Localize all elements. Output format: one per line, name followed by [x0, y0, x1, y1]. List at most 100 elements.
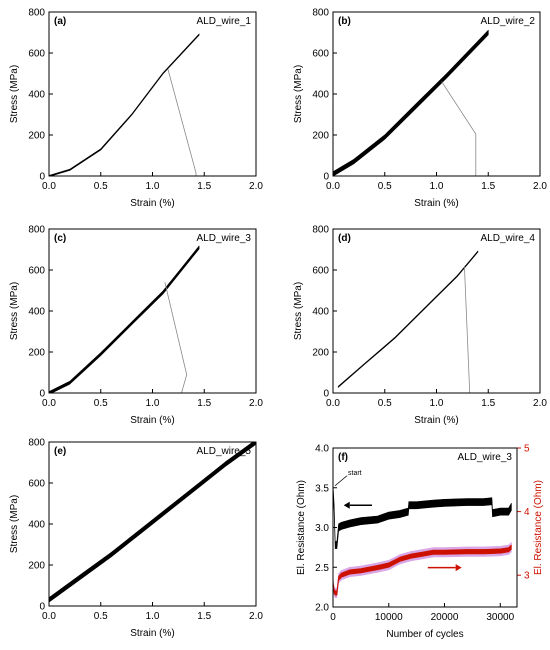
sample-annotation: ALD_wire_3	[458, 452, 513, 463]
y-axis-tick-label: 400	[28, 520, 45, 531]
panel-d: 0.0 0.5 1.0 1.5 2.0 0 200 400 600 800 Strain (%) St…	[293, 225, 547, 427]
x-axis-tick-label: 10000	[375, 612, 403, 623]
right-axis-label: El. Resistance (Ohm)	[533, 480, 544, 575]
x-axis-tick-label: 2.0	[533, 398, 547, 409]
y-axis-label: Stress (MPa)	[293, 65, 304, 123]
panel-letter: (f)	[338, 452, 348, 463]
x-axis-label: Strain (%)	[130, 415, 174, 426]
panel-letter: (e)	[54, 446, 66, 457]
x-axis-tick-label: 2.0	[249, 398, 263, 409]
x-axis-label: Strain (%)	[130, 198, 174, 209]
panel-letter: (d)	[338, 233, 351, 244]
loading-cycles-band	[333, 29, 489, 176]
panel-frame	[48, 11, 257, 177]
panel-letter: (c)	[54, 233, 66, 244]
resistance-halo	[333, 542, 512, 599]
sample-annotation: ALD_wire_1	[197, 16, 252, 27]
failure-line	[464, 265, 471, 393]
sample-annotation: ALD_wire_5	[197, 446, 252, 457]
loading-cycles-band	[337, 250, 479, 388]
right-axis-tick-label: 4	[524, 507, 530, 518]
x-axis-tick-label: 0	[330, 612, 336, 623]
axis-arrowhead-left	[343, 501, 350, 509]
failure-line	[441, 81, 477, 176]
x-axis-label: Number of cycles	[386, 629, 463, 640]
sample-annotation: ALD_wire_2	[481, 16, 536, 27]
loading-cycles-band	[49, 33, 200, 176]
start-pointer	[334, 475, 348, 487]
x-axis-tick-label: 0.5	[94, 398, 108, 409]
plot-area	[337, 250, 479, 393]
panel-a: 0.0 0.5 1.0 1.5 2.0 0 200 400 600 800 Strain (%) St…	[9, 8, 263, 210]
y-axis-tick-label: 2.0	[315, 603, 329, 614]
x-axis-tick-label: 2.0	[249, 611, 263, 622]
panel-letter: (a)	[54, 16, 66, 27]
y-axis-tick-label: 400	[312, 90, 329, 101]
x-axis-tick-label: 1.0	[146, 398, 160, 409]
x-axis-tick-label: 1.5	[197, 398, 211, 409]
failure-line	[164, 282, 188, 393]
x-axis-tick-label: 1.0	[430, 181, 444, 192]
y-axis-tick-label: 0	[323, 389, 329, 400]
loading-cycles-band	[49, 245, 200, 393]
sample-annotation: ALD_wire_4	[481, 233, 536, 244]
axis-arrowhead-right	[455, 564, 462, 572]
panel-c: 0.0 0.5 1.0 1.5 2.0 0 200 400 600 800 Strain (%) St…	[9, 225, 263, 427]
loading-cycles-band	[49, 442, 256, 603]
y-axis-tick-label: 800	[28, 438, 45, 449]
x-axis-tick-label: 0.5	[378, 181, 392, 192]
y-axis-label: Stress (MPa)	[9, 65, 20, 123]
x-axis-tick-label: 0.0	[42, 398, 56, 409]
y-axis-tick-label: 200	[312, 131, 329, 142]
y-axis-tick-label: 600	[28, 49, 45, 60]
x-axis-tick-label: 0.5	[94, 611, 108, 622]
resistance-series-right	[333, 544, 512, 596]
x-axis-tick-label: 1.5	[481, 181, 495, 192]
x-axis-tick-label: 2.0	[249, 181, 263, 192]
y-axis-tick-label: 600	[28, 266, 45, 277]
y-axis-tick-label: 2.5	[315, 563, 329, 574]
plot-area	[49, 245, 200, 393]
x-axis-tick-label: 0.0	[42, 611, 56, 622]
panel-frame	[48, 228, 257, 394]
panel-b: 0.0 0.5 1.0 1.5 2.0 0 200 400 600 800 Strain (%) St…	[293, 8, 547, 210]
y-axis-tick-label: 400	[312, 307, 329, 318]
y-axis-label: Stress (MPa)	[9, 282, 20, 340]
y-axis-tick-label: 0	[323, 172, 329, 183]
y-axis-tick-label: 800	[312, 8, 329, 19]
y-axis-tick-label: 200	[312, 348, 329, 359]
start-label: start	[348, 470, 362, 477]
x-axis-tick-label: 1.5	[481, 398, 495, 409]
x-axis-label: Strain (%)	[130, 628, 174, 639]
resistance-series-left	[333, 483, 512, 549]
failure-line	[167, 69, 197, 176]
x-axis-tick-label: 1.5	[197, 181, 211, 192]
plot-area	[333, 483, 512, 599]
x-axis-tick-label: 0.5	[378, 398, 392, 409]
x-axis-label: Strain (%)	[414, 198, 458, 209]
plot-area	[49, 442, 256, 603]
y-axis-tick-label: 0	[39, 172, 45, 183]
x-axis-tick-label: 30000	[486, 612, 514, 623]
y-axis-tick-label: 800	[28, 8, 45, 19]
y-axis-tick-label: 400	[28, 90, 45, 101]
y-axis-tick-label: 600	[312, 49, 329, 60]
x-axis-tick-label: 0.0	[326, 181, 340, 192]
y-axis-tick-label: 600	[312, 266, 329, 277]
plot-area	[333, 29, 489, 176]
y-axis-label: El. Resistance (Ohm)	[296, 480, 307, 575]
x-axis-tick-label: 20000	[431, 612, 459, 623]
x-axis-tick-label: 1.5	[197, 611, 211, 622]
x-axis-tick-label: 2.0	[533, 181, 547, 192]
y-axis-tick-label: 200	[28, 348, 45, 359]
y-axis-tick-label: 400	[28, 307, 45, 318]
x-axis-label: Strain (%)	[414, 415, 458, 426]
right-axis-tick-label: 3	[524, 571, 530, 582]
x-axis-tick-label: 0.0	[326, 398, 340, 409]
plot-area	[49, 33, 200, 176]
y-axis-tick-label: 200	[28, 131, 45, 142]
y-axis-tick-label: 800	[312, 225, 329, 236]
y-axis-tick-label: 3.5	[315, 483, 329, 494]
x-axis-tick-label: 1.0	[430, 398, 444, 409]
